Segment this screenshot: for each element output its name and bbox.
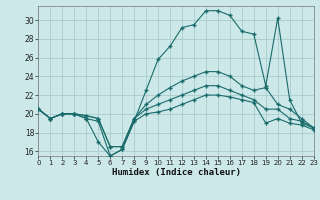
- X-axis label: Humidex (Indice chaleur): Humidex (Indice chaleur): [111, 168, 241, 177]
